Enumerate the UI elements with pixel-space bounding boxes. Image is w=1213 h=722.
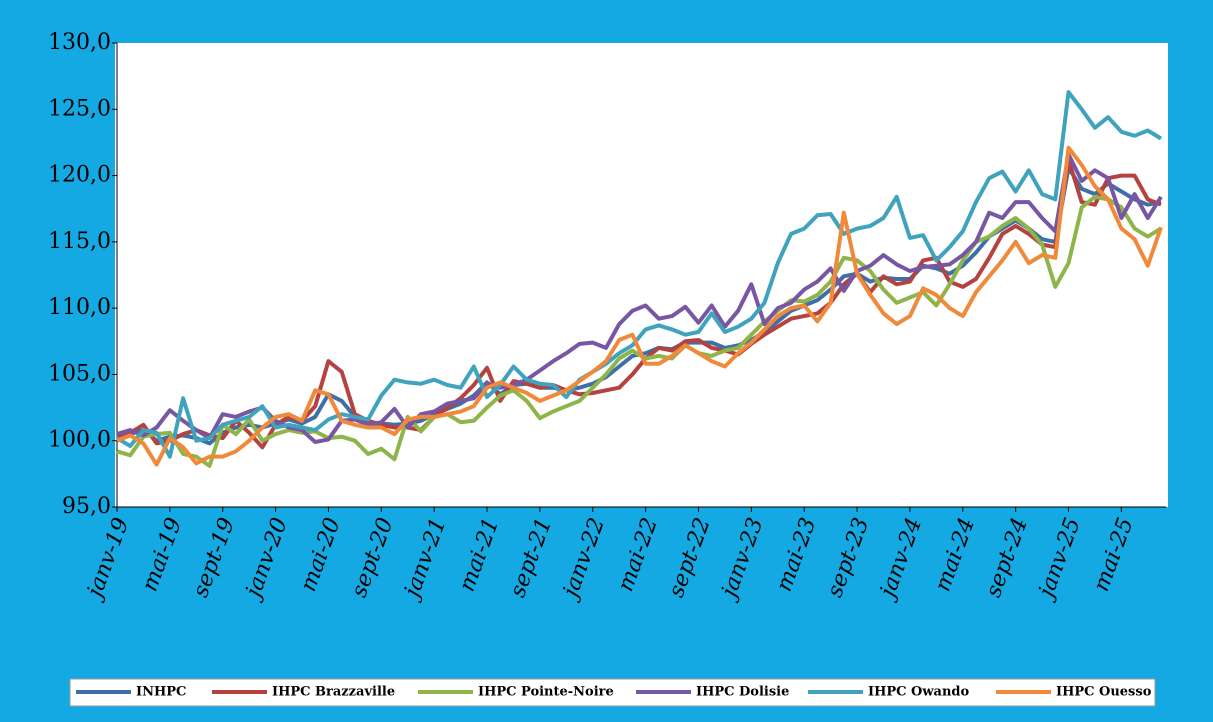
- x-tick-label: mai-25: [1089, 515, 1139, 595]
- y-tick-label: 125,0: [48, 96, 111, 121]
- x-tick-label: janv-25: [1033, 515, 1086, 605]
- x-tick-label: janv-20: [240, 515, 293, 605]
- x-tick-label: sept-22: [664, 515, 716, 601]
- x-tick-label: mai-20: [296, 515, 346, 595]
- x-tick-label: sept-19: [188, 515, 240, 601]
- y-tick-label: 120,0: [48, 163, 111, 188]
- y-tick-label: 115,0: [48, 229, 111, 254]
- y-tick-label: 105,0: [48, 361, 111, 386]
- legend-label: IHPC Pointe-Noire: [478, 685, 614, 700]
- legend-label: IHPC Owando: [868, 685, 969, 700]
- series-line: [116, 194, 1163, 468]
- x-tick-label: mai-22: [613, 515, 663, 595]
- x-tick-label: mai-23: [772, 515, 822, 595]
- series-line: [115, 90, 1163, 459]
- legend-label: IHPC Brazzaville: [272, 685, 395, 700]
- series-line: [116, 152, 1163, 444]
- x-tick-label: janv-23: [715, 515, 768, 605]
- x-tick-label: mai-19: [137, 515, 187, 595]
- x-tick-label: mai-24: [930, 515, 980, 595]
- x-tick-label: janv-24: [874, 515, 927, 605]
- y-tick-label: 95,0: [62, 494, 111, 519]
- legend-label: INHPC: [136, 685, 186, 700]
- x-tick-label: sept-23: [823, 515, 875, 601]
- series-line: [116, 157, 1162, 450]
- y-tick-label: 130,0: [48, 30, 111, 55]
- y-tick-label: 110,0: [48, 295, 111, 320]
- y-tick-label: 100,0: [48, 428, 111, 453]
- legend-label: IHPC Ouesso: [1056, 685, 1152, 700]
- x-tick-label: sept-20: [347, 515, 399, 601]
- x-tick-label: sept-24: [981, 515, 1033, 601]
- series-line: [116, 145, 1163, 467]
- x-tick-label: sept-21: [505, 515, 557, 601]
- x-tick-label: janv-21: [398, 515, 451, 605]
- x-tick-label: mai-21: [455, 515, 505, 595]
- x-tick-label: janv-22: [557, 515, 610, 605]
- legend-label: IHPC Dolisie: [696, 685, 789, 700]
- x-tick-label: janv-19: [81, 515, 134, 605]
